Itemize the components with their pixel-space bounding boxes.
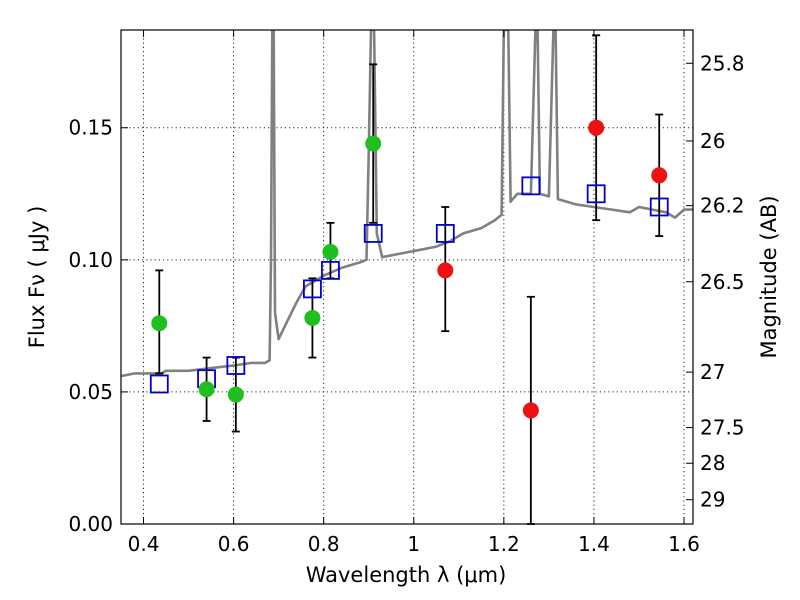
photometry-point <box>651 167 668 184</box>
template-square <box>303 279 322 299</box>
mag-tick-label: 27 <box>700 360 725 384</box>
error-bars-layer <box>155 34 664 525</box>
x-tick-label: 0.4 <box>128 532 160 556</box>
y-axis-left: 0.00 0.05 0.10 0.15 <box>68 116 128 536</box>
mag-tick-label: 26.5 <box>700 270 745 294</box>
photometry-dots-layer <box>151 119 668 419</box>
photometry-point <box>151 315 168 332</box>
x-tick-label: 1.4 <box>578 532 610 556</box>
template-square <box>226 356 246 375</box>
photometry-point <box>198 381 215 398</box>
template-square <box>363 224 383 243</box>
spectrum-layer <box>121 30 693 378</box>
x-tick-label: 0.8 <box>308 532 340 556</box>
grid <box>121 30 693 524</box>
template-squares-layer <box>149 176 669 394</box>
template-square <box>435 224 455 243</box>
template-square <box>586 184 606 204</box>
y-tick-label: 0.05 <box>68 380 113 404</box>
photometry-point <box>304 309 321 326</box>
photometry-point <box>365 135 382 152</box>
x-tick-label: 1.6 <box>668 532 700 556</box>
template-square <box>321 260 340 280</box>
template-square <box>649 197 669 217</box>
x-tick-label: 0.6 <box>218 532 250 556</box>
mag-tick-label: 29 <box>700 488 725 512</box>
mag-tick-label: 27.5 <box>700 416 745 440</box>
y-tick-label: 0.10 <box>68 248 113 272</box>
mag-tick-label: 25.8 <box>700 51 745 75</box>
template-square <box>521 176 541 196</box>
template-square <box>149 374 169 394</box>
mag-tick-label: 26.2 <box>700 194 745 218</box>
photometry-point <box>437 262 454 279</box>
y-tick-label: 0.00 <box>68 512 113 536</box>
y-tick-label: 0.15 <box>68 116 113 140</box>
photometry-point <box>227 386 244 403</box>
y-axis-right: 25.8 26 26.2 26.5 27 27.5 28 29 <box>686 51 745 512</box>
x-tick-label: 1.2 <box>488 532 520 556</box>
plot-border <box>120 29 694 525</box>
x-axis-label: Wavelength λ (μm) <box>306 563 507 587</box>
photometry-point <box>588 119 605 136</box>
y-axis-label: Flux Fν ( μJy ) <box>25 206 49 349</box>
y-axis-right-label: Magnitude (AB) <box>757 195 781 358</box>
mag-tick-label: 28 <box>700 451 725 475</box>
x-axis: 0.4 0.6 0.8 1 1.2 1.4 1.6 <box>128 30 700 556</box>
plot-frame <box>120 29 694 525</box>
photometry-point <box>322 243 339 260</box>
spectrum-line <box>121 30 693 378</box>
photometry-point <box>522 402 539 419</box>
x-tick-label: 1 <box>407 532 420 556</box>
mag-tick-label: 26 <box>700 129 725 153</box>
